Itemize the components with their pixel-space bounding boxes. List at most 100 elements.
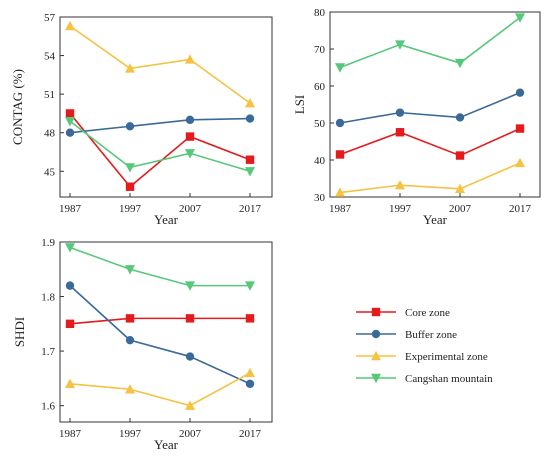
x-tick-label: 2007 (449, 203, 472, 215)
x-tick-label: 1997 (119, 428, 142, 440)
data-point (455, 113, 465, 122)
data-point (125, 182, 135, 191)
data-point (125, 314, 135, 323)
y-axis-title: SHDI (12, 317, 27, 347)
data-point (185, 149, 195, 159)
series-line (69, 112, 251, 188)
data-point (125, 63, 135, 73)
series-cangshan-mountain (65, 243, 255, 291)
data-point (455, 58, 465, 69)
series-experimental-zone (335, 157, 525, 197)
y-tick-label: 50 (314, 118, 326, 130)
series-core-zone (65, 314, 255, 329)
data-point (395, 128, 405, 137)
data-point (65, 20, 75, 31)
legend-label: Cangshan mountain (405, 373, 493, 385)
data-point (125, 265, 135, 275)
data-point (65, 116, 75, 127)
legend-item-core-zone: Core zone (356, 307, 450, 319)
data-point (245, 167, 255, 177)
series-experimental-zone (65, 20, 255, 108)
y-tick-label: 1.9 (41, 237, 55, 249)
x-axis-title: Year (154, 212, 179, 227)
data-point (395, 108, 405, 117)
data-point (185, 400, 195, 410)
chart-lsi: 30 40 50 60 70 80 1987 1997 2007 2017 Year LSI (292, 7, 541, 227)
legend-marker (371, 350, 381, 361)
data-point (125, 384, 135, 394)
data-point (245, 367, 255, 378)
series-cangshan-mountain (65, 116, 255, 177)
data-point (185, 54, 195, 64)
data-point (245, 379, 255, 389)
x-tick-label: 2007 (179, 203, 202, 215)
plot-frame (59, 241, 273, 423)
data-point (245, 97, 255, 108)
data-point (185, 281, 195, 291)
x-tick-label: 1987 (329, 203, 352, 215)
series-line (69, 372, 251, 407)
data-point (185, 132, 195, 141)
x-tick-label: 1997 (119, 203, 142, 215)
y-tick-label: 1.7 (41, 346, 55, 358)
x-tick-label: 1987 (59, 203, 82, 215)
x-tick-label: 2017 (239, 428, 262, 440)
x-tick-label: 2017 (239, 203, 262, 215)
data-point (395, 179, 405, 190)
legend-marker (371, 307, 381, 317)
y-tick-label: 45 (44, 166, 56, 178)
data-point (65, 281, 75, 290)
data-point (335, 150, 345, 159)
series-core-zone (65, 109, 255, 191)
chart-contag: 45 48 51 54 57 1987 1997 2007 2017 Year CONTAG (%) (10, 12, 273, 227)
series-experimental-zone (65, 367, 255, 410)
x-tick-label: 1997 (389, 203, 412, 215)
legend-marker (371, 329, 381, 339)
y-tick-label: 70 (314, 44, 326, 56)
y-tick-label: 48 (44, 128, 56, 140)
y-tick-label: 30 (314, 192, 326, 204)
series-line (339, 127, 521, 157)
legend-label: Core zone (405, 307, 450, 319)
y-tick-label: 54 (44, 51, 56, 63)
y-tick-label: 40 (314, 155, 326, 167)
x-tick-label: 2007 (179, 428, 202, 440)
x-axis-title: Year (154, 437, 179, 452)
data-point (245, 155, 255, 164)
data-point (515, 157, 525, 168)
series-cangshan-mountain (335, 13, 525, 73)
plot-frame (59, 16, 273, 198)
data-point (185, 115, 195, 125)
y-tick-label: 57 (44, 12, 56, 24)
y-axis-title: LSI (292, 95, 307, 115)
legend-item-experimental-zone: Experimental zone (356, 350, 488, 363)
data-point (65, 109, 75, 118)
y-tick-label: 60 (314, 81, 326, 93)
data-point (515, 124, 525, 133)
data-point (185, 352, 195, 361)
plot-frame (329, 11, 541, 198)
series-buffer-zone (65, 114, 255, 137)
data-point (455, 183, 465, 194)
data-point (335, 63, 345, 73)
data-point (65, 319, 75, 329)
y-axis-title: CONTAG (%) (10, 69, 25, 145)
data-point (245, 281, 255, 291)
chart-shdi: 1.6 1.7 1.8 1.9 1987 1997 2007 2017 Year SHDI (12, 237, 273, 452)
series-line (69, 120, 251, 173)
x-axis-title: Year (423, 212, 448, 227)
data-point (515, 88, 525, 97)
data-point (125, 163, 135, 173)
series-line (69, 285, 251, 385)
data-point (335, 187, 345, 197)
y-tick-label: 1.8 (41, 292, 55, 304)
data-point (65, 128, 75, 137)
legend-label: Experimental zone (405, 351, 488, 363)
data-point (65, 243, 75, 253)
data-point (455, 151, 465, 160)
y-tick-label: 80 (314, 7, 326, 19)
series-buffer-zone (335, 88, 525, 128)
legend: Core zone Buffer zone Experimental zone Can… (356, 307, 493, 385)
data-point (515, 13, 525, 23)
